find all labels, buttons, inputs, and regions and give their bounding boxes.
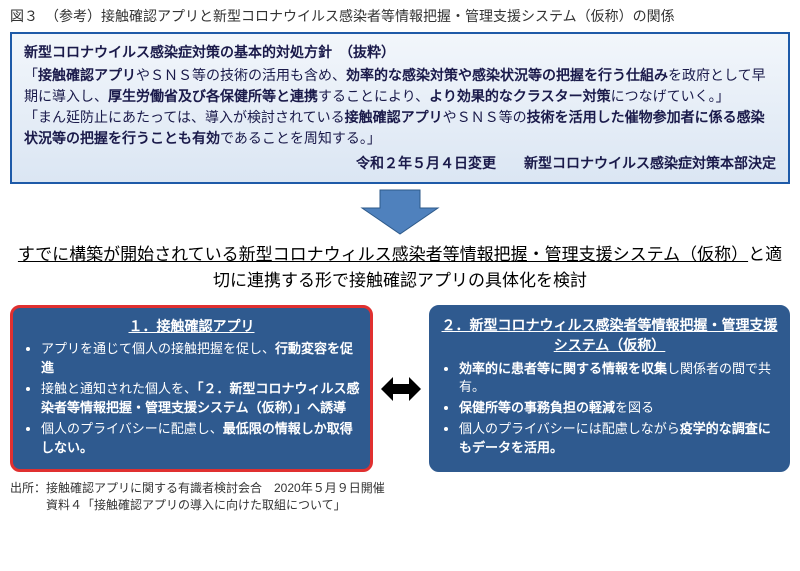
policy-text: やＳＮＳ等の [443,109,527,125]
policy-heading: 新型コロナウイルス感染症対策の基本的対処方針 （抜粋） [24,42,776,63]
list-item: 個人のプライバシーに配慮し、最低限の情報しか取得しない。 [41,420,360,458]
policy-text: することにより、 [318,88,429,104]
arrow-down-icon [360,188,440,236]
box-app: １．接触確認アプリ アプリを通じて個人の接触把握を促し、行動変容を促進 接触と通… [10,305,373,472]
arrow-down [10,188,790,236]
policy-text-bold: 接触確認アプリ [38,67,136,83]
policy-text: やＳＮＳ等の技術の活用も含め、 [136,67,346,83]
policy-text: 「 [24,67,38,83]
arrow-down-poly [362,190,438,234]
middle-statement: すでに構築が開始されている新型コロナウィルス感染者等情報把握・管理支援システム（… [10,242,790,293]
li-text: 個人のプライバシーに配慮し、 [41,421,223,436]
policy-text: であることを周知する。」 [220,130,381,146]
li-text: アプリを通じて個人の接触把握を促し、 [41,341,275,356]
source-line: 資料４「接触確認アプリの導入に向けた取組について」 [10,497,790,514]
box-system: ２．新型コロナウィルス感染者等情報把握・管理支援システム（仮称） 効率的に患者等… [429,305,790,472]
policy-text-bold: 厚生労働省及び各保健所等と連携 [108,88,318,104]
li-text: 接触と通知された個人を、 [41,381,197,396]
policy-body: 「接触確認アプリやＳＮＳ等の技術の活用も含め、効率的な感染対策や感染状況等の把握… [24,65,776,149]
boxes-row: １．接触確認アプリ アプリを通じて個人の接触把握を促し、行動変容を促進 接触と通… [10,305,790,472]
list-item: 保健所等の事務負担の軽減を図る [459,399,778,418]
li-text: 個人のプライバシーには配慮しながら [459,421,680,436]
policy-text-bold: より効果的なクラスター対策 [429,88,610,104]
policy-text: につなげていく。」 [611,88,730,104]
policy-footer: 令和２年５月４日変更 新型コロナウイルス感染症対策本部決定 [24,153,776,174]
list-item: 効率的に患者等に関する情報を収集し関係者の間で共有。 [459,360,778,398]
list-item: 接触と通知された個人を、「２．新型コロナウィルス感染者等情報把握・管理支援システ… [41,380,360,418]
policy-text-bold: 効率的な感染対策や感染状況等の把握を行う仕組み [346,67,668,83]
policy-text-bold: 接触確認アプリ [345,109,443,125]
box1-list: アプリを通じて個人の接触把握を促し、行動変容を促進 接触と通知された個人を、「２… [23,340,360,457]
box2-title: ２．新型コロナウィルス感染者等情報把握・管理支援システム（仮称） [441,315,778,356]
middle-underlined: すでに構築が開始されている新型コロナウィルス感染者等情報把握・管理支援システム（… [18,245,748,264]
li-bold: 保健所等の事務負担の軽減 [459,400,615,415]
double-arrow-icon [381,374,421,404]
list-item: アプリを通じて個人の接触把握を促し、行動変容を促進 [41,340,360,378]
box1-title: １．接触確認アプリ [23,316,360,336]
li-text: を図る [615,400,654,415]
source-citation: 出所：接触確認アプリに関する有識者検討会合 2020年５月９日開催 資料４「接触… [10,480,790,514]
list-item: 個人のプライバシーには配慮しながら疫学的な調査にもデータを活用。 [459,420,778,458]
li-bold: 効率的に患者等に関する情報を収集 [459,361,667,376]
source-line: 出所：接触確認アプリに関する有識者検討会合 2020年５月９日開催 [10,480,790,497]
double-arrow-poly [381,377,421,401]
double-arrow [381,305,421,472]
policy-text: 「まん延防止にあたっては、導入が検討されている [24,109,345,125]
box2-list: 効率的に患者等に関する情報を収集し関係者の間で共有。 保健所等の事務負担の軽減を… [441,360,778,458]
policy-box: 新型コロナウイルス感染症対策の基本的対処方針 （抜粋） 「接触確認アプリやＳＮＳ… [10,32,790,184]
figure-title: 図３ （参考）接触確認アプリと新型コロナウイルス感染者等情報把握・管理支援システ… [10,6,790,26]
